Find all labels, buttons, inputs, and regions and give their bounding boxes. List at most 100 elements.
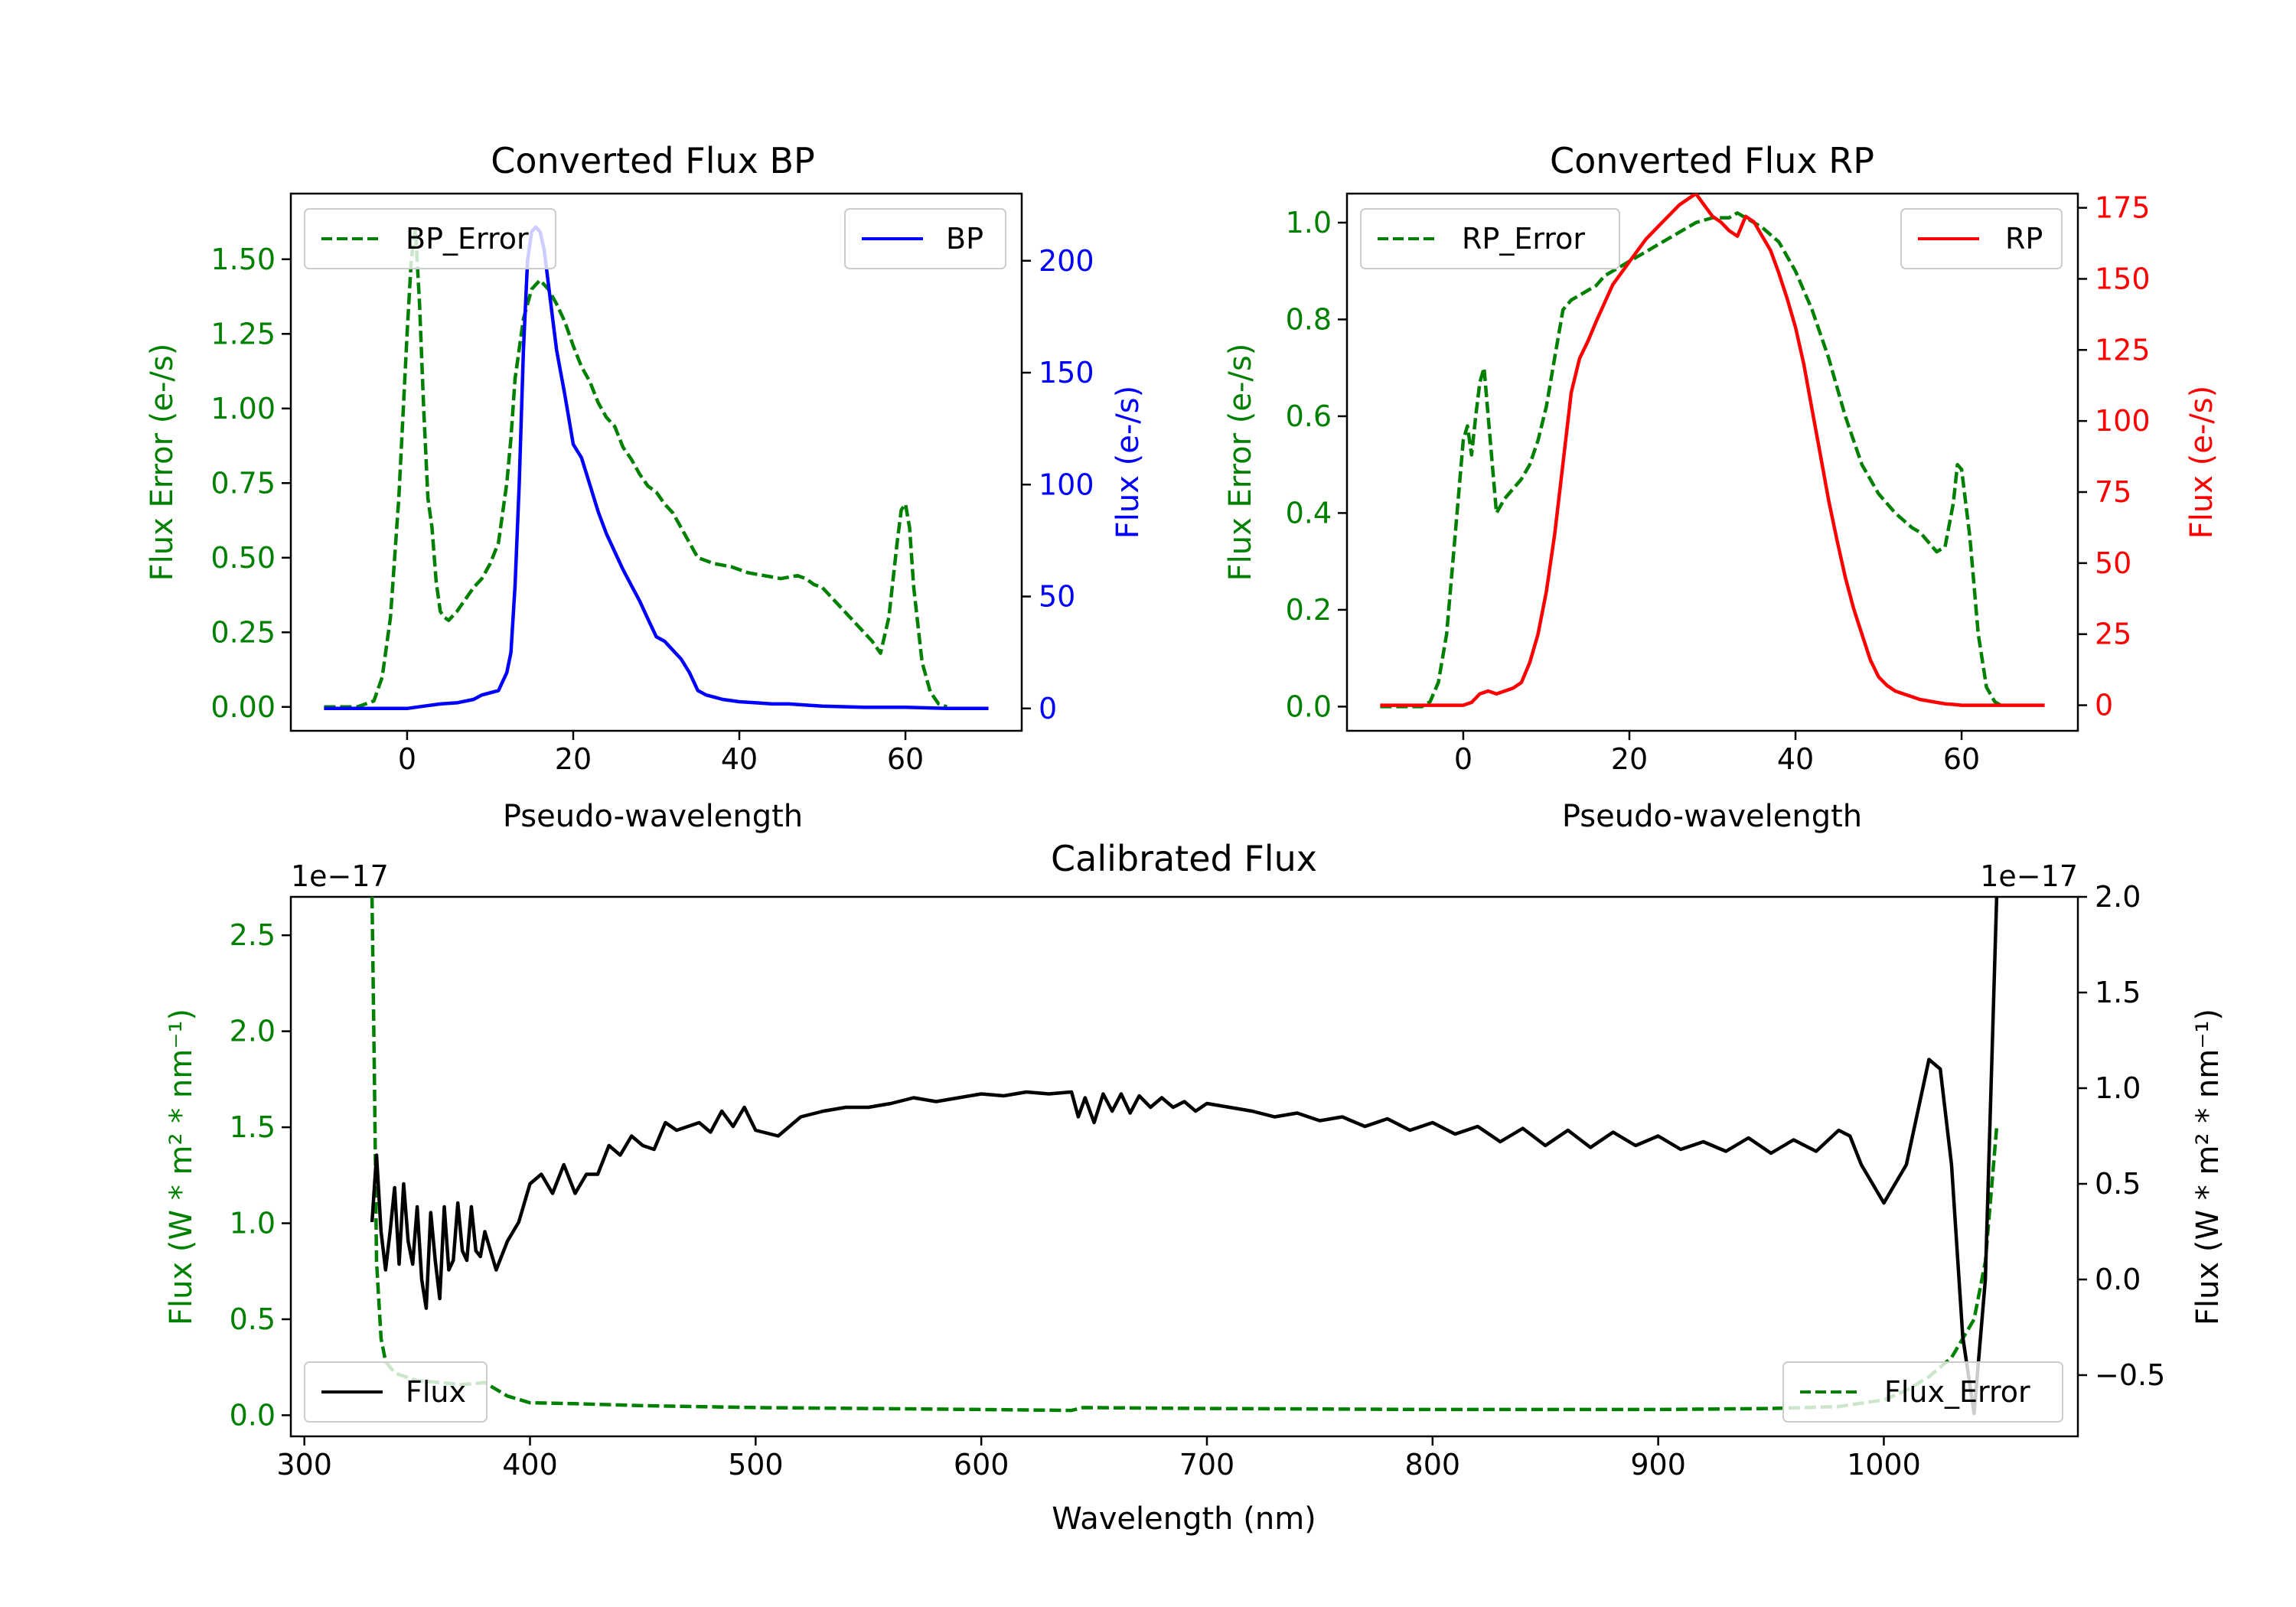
- calibrated-offset-left: 1e−17: [291, 859, 389, 893]
- bp-panel: Converted Flux BP 0 20 40 60 0.000.250.500.…: [145, 140, 1146, 834]
- rp-axes-frame: [1345, 192, 2079, 732]
- rp-title: Converted Flux RP: [1550, 140, 1874, 181]
- rp-y-tick-right-label: 150: [2095, 262, 2151, 295]
- bp-y-ticks-right: 0 50 100 150 200: [1022, 244, 1094, 725]
- bp-error-legend-label: BP_Error: [406, 222, 529, 256]
- rp-y-axis-label-right: Flux (e-/s): [2184, 386, 2219, 539]
- bp-y-axis-label-left: Flux Error (e-/s): [145, 344, 180, 582]
- calibrated-x-tick-label: 300: [276, 1448, 332, 1482]
- calibrated-y-tick-right-label: 2.0: [2095, 880, 2141, 914]
- calibrated-offset-right: 1e−17: [1980, 859, 2078, 893]
- calibrated-y-tick-right-label: 1.5: [2095, 976, 2141, 1009]
- rp-x-tick-label: 60: [1943, 742, 1980, 776]
- calibrated-y-tick-left-label: 2.0: [230, 1015, 276, 1048]
- calibrated-x-tick-label: 700: [1179, 1448, 1235, 1482]
- bp-plot-area: [324, 225, 989, 711]
- calibrated-y-tick-left-label: 1.5: [230, 1110, 276, 1144]
- rp-x-tick-label: 0: [1454, 742, 1473, 776]
- rp-y-ticks-right: 0 25 50 75 100 125 150 175: [2078, 191, 2151, 722]
- bp-y-tick-left-label: 0.25: [210, 615, 276, 649]
- bp-y-tick-right-label: 100: [1039, 468, 1094, 501]
- calibrated-y-tick-right-label: 0.5: [2095, 1167, 2141, 1201]
- bp-y-tick-left-label: 1.25: [210, 317, 276, 350]
- calibrated-x-tick-label: 400: [502, 1448, 558, 1482]
- rp-y-tick-left-label: 0.8: [1286, 302, 1332, 336]
- calibrated-x-tick-label: 1000: [1847, 1448, 1921, 1482]
- bp-y-tick-left-label: 1.00: [210, 392, 276, 425]
- bp-legend-box: [844, 208, 1006, 269]
- rp-series-rp: [1380, 194, 2045, 707]
- bp-y-tick-left-label: 0.50: [210, 541, 276, 575]
- bp-y-tick-right-label: 200: [1039, 244, 1094, 278]
- rp-y-tick-right-label: 25: [2095, 618, 2131, 651]
- calibrated-axes-frame: [289, 895, 2079, 1438]
- calibrated-flux-legend-box: [304, 1361, 488, 1423]
- bp-x-axis-label: Pseudo-wavelength: [503, 799, 803, 834]
- rp-y-tick-right-label: 175: [2095, 191, 2151, 225]
- bp-y-tick-right-label: 150: [1039, 356, 1094, 390]
- rp-series-rp-error: [1380, 211, 2004, 709]
- rp-y-tick-left-label: 1.0: [1286, 206, 1332, 240]
- rp-x-ticks: 0 20 40 60: [1454, 731, 1980, 776]
- rp-y-ticks-left: 0.0 0.2 0.4 0.6 0.8 1.0: [1286, 206, 1347, 723]
- rp-error-legend-label: RP_Error: [1462, 222, 1585, 256]
- bp-x-tick-label: 40: [721, 742, 758, 776]
- calibrated-title: Calibrated Flux: [1051, 838, 1317, 879]
- rp-y-axis-label-left: Flux Error (e-/s): [1223, 344, 1258, 582]
- bp-y-tick-left-label: 0.75: [210, 466, 276, 500]
- rp-y-tick-right-label: 100: [2095, 404, 2151, 438]
- rp-y-tick-right-label: 0: [2095, 689, 2113, 722]
- calibrated-y-axis-label-left: Flux (W * m² * nm⁻¹): [164, 1009, 199, 1325]
- calibrated-y-ticks-right: −0.5 0.0 0.5 1.0 1.5 2.0: [2078, 880, 2165, 1392]
- rp-y-tick-right-label: 125: [2095, 333, 2151, 367]
- rp-x-tick-label: 40: [1777, 742, 1814, 776]
- calibrated-panel: Calibrated Flux 1e−17 1e−17 300 400 500 600…: [164, 838, 2226, 1537]
- bp-error-legend: BP_Error: [304, 208, 556, 269]
- calibrated-x-tick-label: 600: [954, 1448, 1009, 1482]
- rp-y-tick-right-label: 50: [2095, 546, 2131, 580]
- calibrated-y-tick-left-label: 0.0: [230, 1398, 276, 1432]
- rp-y-tick-left-label: 0.0: [1286, 689, 1332, 723]
- calibrated-x-ticks: 300 400 500 600 700 800 900 1000: [276, 1436, 1921, 1482]
- rp-legend: RP: [1900, 208, 2063, 269]
- calibrated-error-legend: Flux_Error: [1782, 1361, 2063, 1423]
- bp-x-tick-label: 0: [398, 742, 416, 776]
- calibrated-error-legend-box: [1782, 1361, 2063, 1423]
- calibrated-x-tick-label: 800: [1405, 1448, 1461, 1482]
- calibrated-y-axis-label-right: Flux (W * m² * nm⁻¹): [2190, 1009, 2226, 1325]
- bp-legend-label: BP: [946, 222, 983, 256]
- rp-legend-label: RP: [2005, 222, 2043, 256]
- calibrated-y-ticks-left: 0.0 0.5 1.0 1.5 2.0 2.5: [230, 918, 291, 1432]
- calibrated-error-legend-label: Flux_Error: [1884, 1375, 2030, 1409]
- bp-y-ticks-left: 0.00 0.25 0.50 0.75 1.00 1.25 1.50: [210, 243, 291, 724]
- calibrated-y-tick-left-label: 1.0: [230, 1207, 276, 1240]
- rp-panel: Converted Flux RP 0 20 40 60 0.00.20.40.60.…: [1223, 140, 2219, 834]
- calibrated-y-tick-left-label: 2.5: [230, 918, 276, 952]
- bp-legend: BP: [844, 208, 1006, 269]
- bp-x-tick-label: 60: [887, 742, 924, 776]
- calibrated-y-tick-left-label: 0.5: [230, 1302, 276, 1336]
- bp-y-axis-label-right: Flux (e-/s): [1110, 386, 1146, 539]
- bp-y-tick-left-label: 0.00: [210, 690, 276, 724]
- bp-x-ticks: 0 20 40 60: [398, 731, 924, 776]
- calibrated-x-tick-label: 900: [1630, 1448, 1686, 1482]
- rp-y-tick-left-label: 0.4: [1286, 496, 1332, 530]
- bp-series-bp: [324, 225, 989, 711]
- bp-y-tick-left-label: 1.50: [210, 243, 276, 276]
- rp-x-axis-label: Pseudo-wavelength: [1562, 799, 1862, 834]
- bp-axes-frame: [289, 192, 1023, 732]
- calibrated-y-tick-right-label: −0.5: [2095, 1358, 2165, 1392]
- rp-x-tick-label: 20: [1611, 742, 1648, 776]
- rp-plot-area: [1380, 194, 2045, 709]
- calibrated-flux-legend: Flux: [304, 1361, 488, 1423]
- calibrated-y-tick-right-label: 0.0: [2095, 1263, 2141, 1296]
- rp-y-tick-left-label: 0.6: [1286, 399, 1332, 433]
- bp-title: Converted Flux BP: [491, 140, 815, 181]
- calibrated-flux-legend-label: Flux: [406, 1375, 466, 1409]
- bp-y-tick-right-label: 0: [1039, 692, 1057, 725]
- calibrated-y-tick-right-label: 1.0: [2095, 1071, 2141, 1105]
- rp-error-legend-box: [1360, 208, 1620, 269]
- bp-error-legend-box: [304, 208, 556, 269]
- calibrated-x-axis-label: Wavelength (nm): [1052, 1501, 1316, 1537]
